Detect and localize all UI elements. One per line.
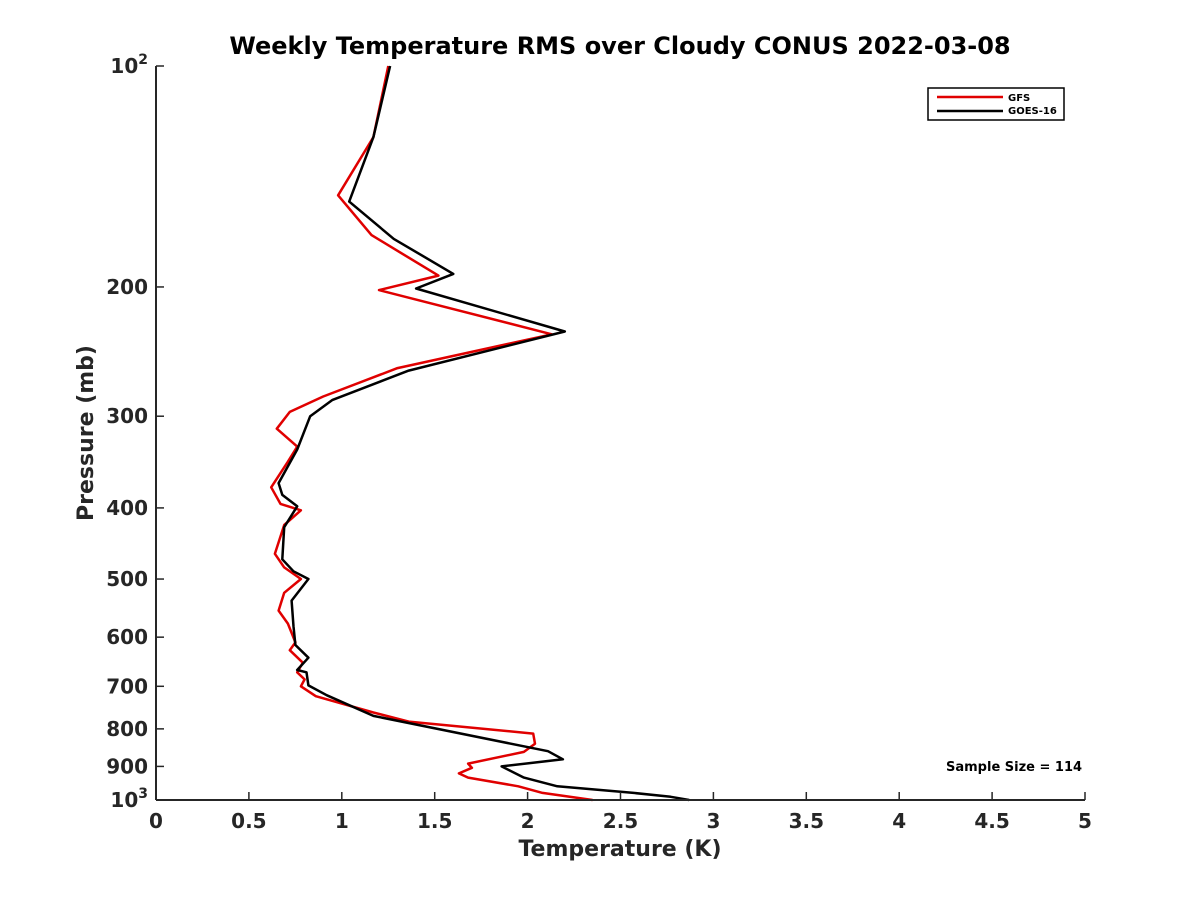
chart-title: Weekly Temperature RMS over Cloudy CONUS… <box>229 32 1010 60</box>
x-tick-label: 4.5 <box>974 809 1009 833</box>
y-ticks: 102 200 300 400 500 600 700 800 900 103 <box>106 52 164 812</box>
x-tick-label: 2.5 <box>603 809 638 833</box>
sample-size-annotation: Sample Size = 114 <box>946 760 1082 775</box>
x-tick-label: 4 <box>892 809 906 833</box>
plot-area: 0 0.5 1 1.5 2 2.5 3 3.5 4 4.5 5 102 200 300 400 500 600… <box>106 52 1092 833</box>
y-tick-label: 102 <box>110 52 148 78</box>
y-tick-label: 600 <box>106 625 148 649</box>
x-tick-label: 1 <box>335 809 349 833</box>
y-tick-label: 500 <box>106 567 148 591</box>
y-axis-label: Pressure (mb) <box>74 345 99 521</box>
y-tick-label: 300 <box>106 404 148 428</box>
series-group <box>269 65 690 802</box>
series-line-gfs <box>269 65 593 802</box>
x-ticks: 0 0.5 1 1.5 2 2.5 3 3.5 4 4.5 5 <box>149 792 1092 833</box>
x-tick-label: 1.5 <box>417 809 452 833</box>
y-tick-label: 200 <box>106 275 148 299</box>
x-tick-label: 3 <box>706 809 720 833</box>
x-tick-label: 0.5 <box>231 809 266 833</box>
y-tick-label: 800 <box>106 717 148 741</box>
y-tick-label: 400 <box>106 496 148 520</box>
x-tick-label: 5 <box>1078 809 1092 833</box>
y-tick-label: 103 <box>110 786 148 812</box>
legend-label-gfs: GFS <box>1008 93 1030 104</box>
y-tick-label: 900 <box>106 754 148 778</box>
series-line-goes16 <box>277 65 690 802</box>
legend-box <box>927 87 1065 121</box>
y-tick-label: 700 <box>106 674 148 698</box>
legend-label-goes16: GOES-16 <box>1008 106 1057 117</box>
x-tick-label: 3.5 <box>789 809 824 833</box>
x-tick-label: 0 <box>149 809 163 833</box>
legend: GFS GOES-16 <box>927 87 1065 121</box>
x-axis-label: Temperature (K) <box>518 837 721 862</box>
x-tick-label: 2 <box>521 809 535 833</box>
